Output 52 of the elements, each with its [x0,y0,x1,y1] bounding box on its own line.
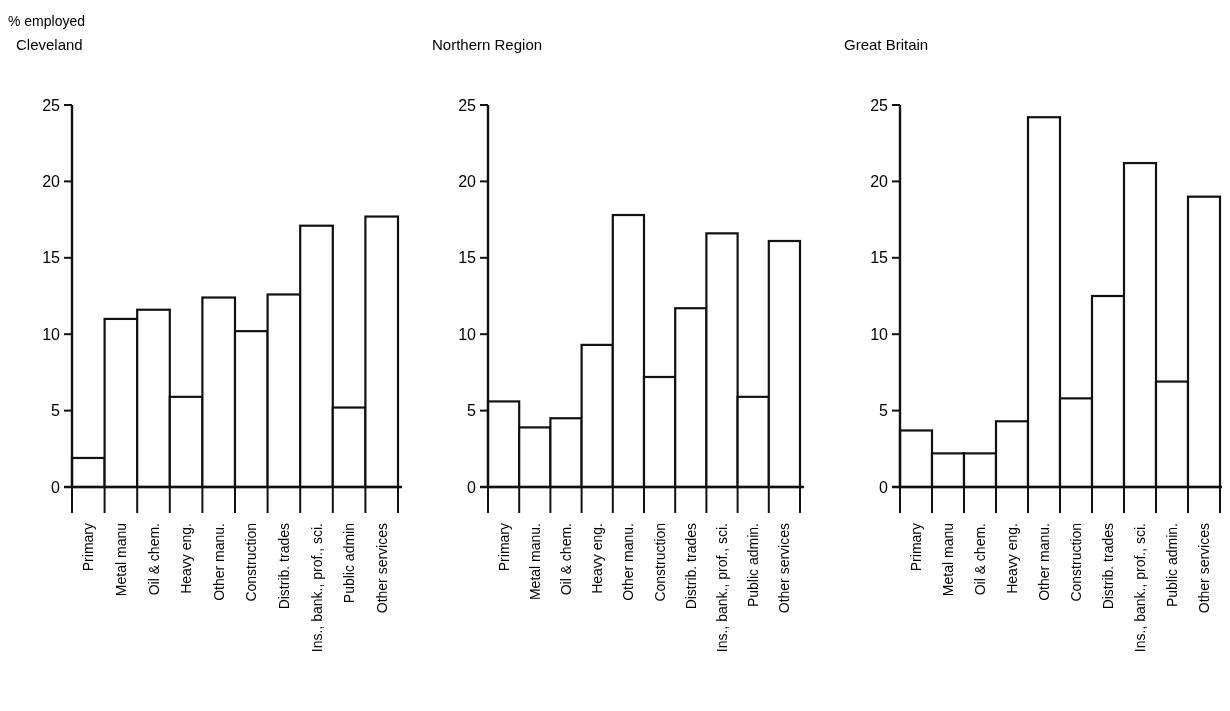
x-tick-label: Construction [651,523,668,602]
x-tick-label: Ins., bank., prof., sci. [1132,523,1148,653]
x-tick-label: Construction [243,523,260,602]
x-tick-label: Primary [908,523,924,572]
y-tick-label: 25 [42,96,61,114]
y-tick-label: 10 [42,325,61,343]
x-tick-label: Distrib. trades [1100,523,1116,610]
x-tick-label: Distrib. trades [275,523,292,610]
x-tick-label: Other manu. [210,523,227,601]
x-tick-label: Public admin [341,523,358,604]
x-tick-label: Distrib. trades [682,523,699,610]
y-tick-label: 0 [51,478,61,496]
y-tick-label: 25 [458,96,477,114]
y-tick-label: 20 [458,173,477,190]
y-tick-label: 20 [42,173,61,190]
y-tick-label: 15 [870,249,889,267]
x-tick-label: Public admin. [745,523,762,608]
y-tick-label: 0 [467,478,477,496]
x-tick-label: Ins., bank., prof., sci. [308,523,325,653]
y-tick-label: 5 [51,402,61,420]
x-tick-label: Metal manu. [526,523,543,601]
y-tick-label: 5 [467,402,477,420]
y-tick-label: 0 [879,478,889,496]
x-tick-label: Metal manu [112,523,129,597]
y-tick-label: 20 [870,173,889,190]
x-tick-label: Other services [373,523,390,614]
y-tick-label: 15 [458,249,477,267]
x-tick-label: Other services [1196,523,1212,614]
y-tick-label: 25 [870,96,889,114]
x-tick-label: Other manu. [620,523,637,601]
x-tick-label: Primary [80,523,97,572]
y-tick-label: 10 [870,325,889,343]
x-tick-label: Heavy eng. [178,523,195,594]
x-tick-label: Public admin. [1164,523,1180,608]
x-tick-label: Heavy eng. [1004,523,1020,594]
chart-title: Great Britain [844,36,929,53]
x-tick-label: Oil & chem. [972,523,988,596]
x-tick-label: Oil & chem. [558,523,574,596]
y-tick-label: 10 [458,325,477,343]
x-tick-label: Construction [1068,523,1084,602]
x-tick-label: Oil & chem. [145,523,162,596]
x-tick-label: Heavy eng. [589,523,606,594]
x-tick-label: Other manu. [1036,523,1052,601]
y-axis-title: % employed [8,13,86,29]
chart-title: Cleveland [16,36,83,53]
x-tick-label: Metal manu [940,523,956,597]
x-tick-label: Primary [495,523,512,572]
y-tick-label: 15 [42,249,61,267]
x-tick-label: Other services [776,523,793,614]
x-tick-label: Ins., bank., prof., sci. [714,523,730,653]
chart-title: Northern Region [432,36,543,53]
y-tick-label: 5 [879,402,889,420]
